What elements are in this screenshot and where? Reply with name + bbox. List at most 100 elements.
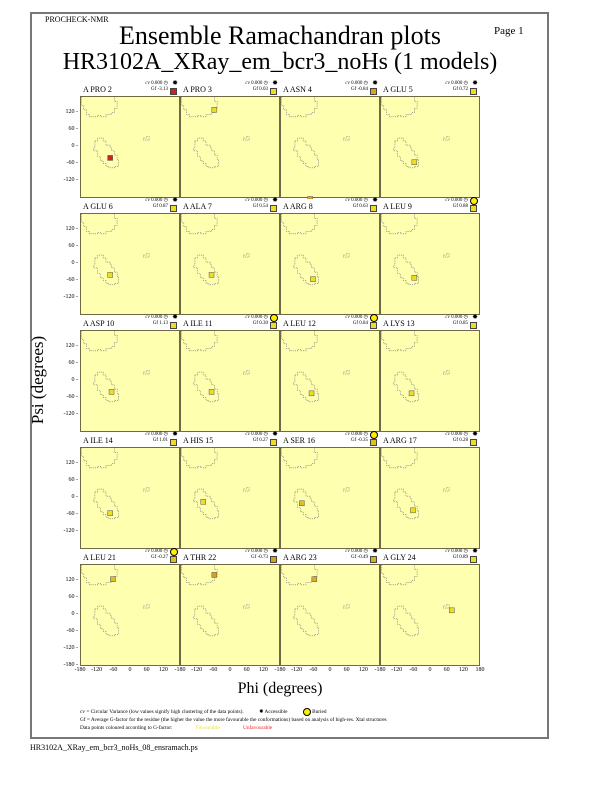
ramachandran-panel — [280, 213, 380, 315]
residue-label: A ARG 8 — [283, 202, 313, 211]
ramachandran-panel — [280, 330, 380, 432]
ramachandran-panel — [80, 564, 180, 666]
y-tick-label: -120 - — [63, 645, 79, 651]
cv-value: cv 0.000 ◷ — [445, 432, 468, 437]
x-tick-label: -180 — [374, 667, 386, 673]
ramachandran-panel — [180, 96, 280, 198]
accessible-icon: ✸ — [259, 709, 264, 716]
panel-header: A LEU 21 cv 0.000 ◷ Gf -0.27 — [80, 548, 180, 564]
data-point — [307, 196, 313, 199]
data-point — [408, 390, 415, 397]
ramachandran-panel — [280, 447, 380, 549]
x-tick-label: -120 — [391, 667, 403, 673]
data-point — [211, 107, 218, 113]
accessible-icon: ✸ — [172, 313, 178, 321]
ramachandran-panel — [380, 564, 480, 666]
gf-color-swatch — [270, 88, 277, 95]
ramachandran-panel — [180, 213, 280, 315]
gf-color-swatch — [170, 88, 177, 95]
page-subtitle: HR3102A_XRay_em_bcr3_noHs (1 models) — [62, 49, 498, 75]
y-tick-label: 60 - — [68, 243, 79, 249]
gf-value: Gf -0.84 — [351, 87, 368, 92]
residue-label: A THR 22 — [183, 553, 217, 562]
x-tick-label: 120 — [458, 667, 468, 673]
legend-cv: cv = Circular Variance (low values signi… — [80, 709, 244, 716]
y-tick-label: -120 - — [63, 177, 79, 183]
data-point — [310, 276, 316, 282]
x-tick-label: -180 — [174, 667, 186, 673]
residue-label: A ARG 23 — [283, 553, 317, 562]
x-tick-label: -60 — [409, 667, 418, 673]
y-tick-label: 120 - — [65, 226, 79, 232]
gf-color-swatch — [470, 88, 477, 95]
panel-header: A GLU 5 cv 0.000 ◷ Gf 0.72 ✸ — [380, 80, 480, 96]
ramachandran-panel — [380, 96, 480, 198]
legend-favourable: Favourable — [195, 725, 220, 732]
gf-value: Gf -0.73 — [251, 555, 268, 560]
cv-value: cv 0.000 ◷ — [345, 81, 368, 86]
legend-colour: Data points coloured according to G-fact… — [80, 725, 173, 732]
buried-icon — [270, 314, 278, 324]
residue-label: A ARG 17 — [383, 436, 417, 445]
legend: cv = Circular Variance (low values signi… — [80, 708, 387, 732]
data-point — [107, 155, 113, 161]
gf-value: Gf 0.88 — [452, 204, 468, 209]
accessible-icon: ✸ — [172, 196, 178, 204]
panel-header: A THR 22 cv 0.000 ◷ Gf -0.73 ✸ — [180, 548, 280, 564]
gf-color-swatch — [370, 88, 377, 95]
accessible-icon: ✸ — [272, 79, 278, 87]
residue-label: A PRO 2 — [83, 85, 112, 94]
gf-value: Gf 0.72 — [452, 87, 468, 92]
cv-value: cv 0.000 ◷ — [345, 549, 368, 554]
gf-color-swatch — [370, 322, 377, 329]
cv-value: cv 0.000 ◷ — [345, 315, 368, 320]
legend-accessible: Accessible — [264, 709, 288, 716]
data-point — [211, 572, 218, 578]
cv-value: cv 0.000 ◷ — [445, 315, 468, 320]
x-tick-label: -60 — [109, 667, 118, 673]
y-tick-label: 60 - — [68, 477, 79, 483]
panel-header: A LEU 9 cv 0.000 ◷ Gf 0.88 — [380, 197, 480, 213]
cv-value: cv 0.000 ◷ — [245, 81, 268, 86]
x-tick-label: 120 — [258, 667, 268, 673]
cv-value: cv 0.000 ◷ — [445, 198, 468, 203]
gf-value: Gf 1.01 — [152, 438, 168, 443]
panel-header: A PRO 2 cv 0.000 ◷ Gf -3.13 ✸ — [80, 80, 180, 96]
gf-value: Gf -0.49 — [351, 555, 368, 560]
data-point — [208, 389, 215, 395]
residue-label: A ILE 11 — [183, 319, 213, 328]
y-tick-label: 0 - — [71, 611, 79, 617]
panel-header: A LEU 12 cv 0.000 ◷ Gf 0.84 — [280, 314, 380, 330]
x-tick-label: 0 — [428, 667, 432, 673]
accessible-icon: ✸ — [272, 196, 278, 204]
y-tick-label: -120 - — [63, 528, 79, 534]
panel-header: A GLY 24 cv 0.000 ◷ Gf 0.89 ✸ — [380, 548, 480, 564]
y-tick-label: -60 - — [66, 394, 79, 400]
program-name: PROCHECK-NMR — [45, 15, 109, 24]
y-tick-label: 120 - — [65, 109, 79, 115]
x-tick-label: -60 — [309, 667, 318, 673]
cv-value: cv 0.000 ◷ — [145, 432, 168, 437]
panel-header: A GLU 6 cv 0.000 ◷ Gf 0.87 ✸ — [80, 197, 180, 213]
gf-color-swatch — [470, 556, 477, 563]
y-tick-label: -60 - — [66, 511, 79, 517]
gf-color-swatch — [170, 439, 177, 446]
data-point — [308, 390, 315, 397]
gf-color-swatch — [270, 439, 277, 446]
ramachandran-panel — [280, 564, 380, 666]
cv-value: cv 0.000 ◷ — [245, 315, 268, 320]
buried-icon — [470, 197, 478, 207]
gf-color-swatch — [170, 322, 177, 329]
panel-header: A ALA 7 cv 0.000 ◷ Gf 0.54 ✸ — [180, 197, 280, 213]
residue-label: A ALA 7 — [183, 202, 212, 211]
x-tick-label: 180 — [475, 667, 485, 673]
buried-icon — [170, 548, 178, 558]
x-tick-label: -60 — [209, 667, 218, 673]
legend-buried: Buried — [312, 709, 327, 716]
y-tick-label: 0 - — [71, 260, 79, 266]
ramachandran-panel — [180, 564, 280, 666]
gf-color-swatch — [470, 439, 477, 446]
cv-value: cv 0.000 ◷ — [345, 432, 368, 437]
gf-value: Gf -0.27 — [151, 555, 168, 560]
panel-header: A ILE 11 cv 0.000 ◷ Gf 0.30 — [180, 314, 280, 330]
